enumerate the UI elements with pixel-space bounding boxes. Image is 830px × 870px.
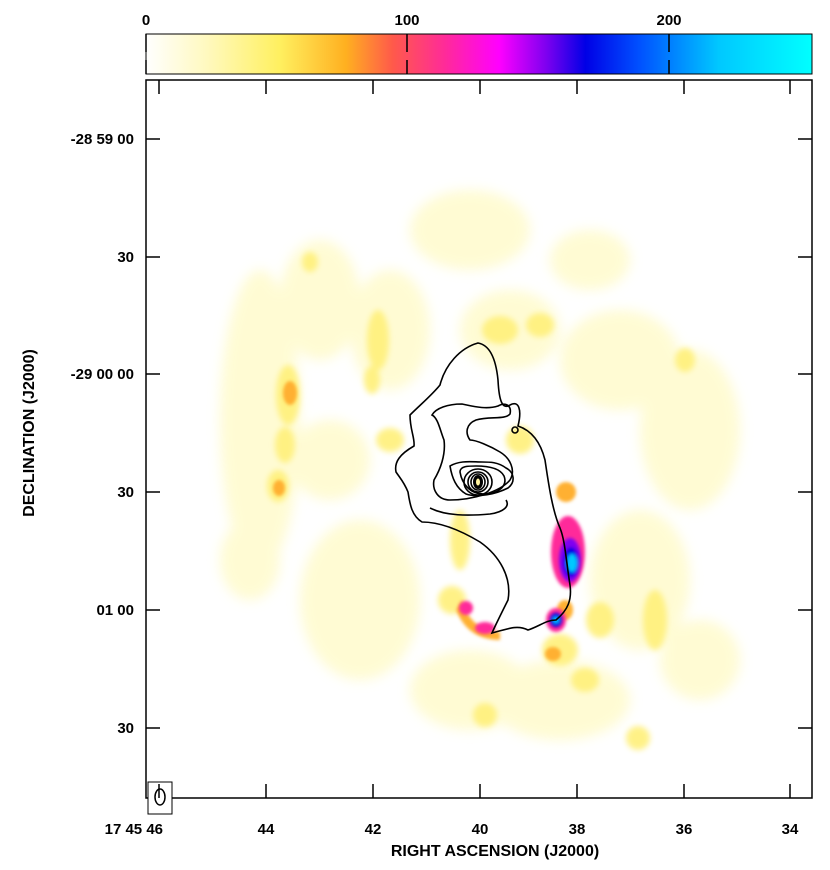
yellow-emission	[267, 252, 695, 750]
x-tick-label: 38	[569, 821, 586, 838]
x-ticks	[158, 80, 791, 798]
y-axis-title: DECLINATION (J2000)	[21, 349, 38, 517]
x-tick-label: 40	[472, 821, 489, 838]
colorbar: 0 100 200	[142, 12, 813, 75]
y-tick-label: -29 00 00	[71, 366, 134, 383]
x-axis-title: RIGHT ASCENSION (J2000)	[391, 843, 599, 860]
contour-small-knot	[511, 426, 519, 434]
y-tick-label: 01 00	[96, 602, 134, 619]
x-tick-label: 34	[782, 821, 799, 838]
x-tick-label: 42	[365, 821, 382, 838]
y-tick-label: 30	[117, 720, 134, 737]
x-tick-label: 17 45 46	[105, 821, 163, 838]
beam-box	[147, 781, 173, 815]
colorbar-tick-label: 0	[142, 12, 150, 29]
contour-core-4	[470, 473, 486, 491]
colorbar-gradient	[145, 33, 813, 75]
colorbar-tick-label: 100	[394, 12, 419, 29]
contour-core-2	[463, 468, 493, 496]
plot-frame	[145, 79, 813, 799]
colorbar-tick-label: 200	[656, 12, 681, 29]
x-tick-label: 36	[676, 821, 693, 838]
contour-outer-loop	[429, 499, 508, 516]
y-ticks	[146, 138, 812, 729]
contour-peak-highlight	[476, 478, 480, 486]
y-tick-label: 30	[117, 484, 134, 501]
y-tick-label: 30	[117, 249, 134, 266]
y-tick-label: -28 59 00	[71, 131, 134, 148]
emission-map	[220, 190, 740, 750]
contour-inner	[449, 460, 514, 497]
x-tick-label: 44	[258, 821, 275, 838]
contour-middle	[430, 403, 514, 501]
colorbar-ticks	[145, 34, 670, 74]
contour-outer	[394, 342, 572, 635]
beam-ellipse	[154, 788, 166, 806]
contour-core-3	[467, 471, 489, 493]
contours	[394, 342, 572, 635]
plot-area: 17 45 46 44 42 40 38 36 34 -28 59 00 30 …	[71, 79, 813, 838]
